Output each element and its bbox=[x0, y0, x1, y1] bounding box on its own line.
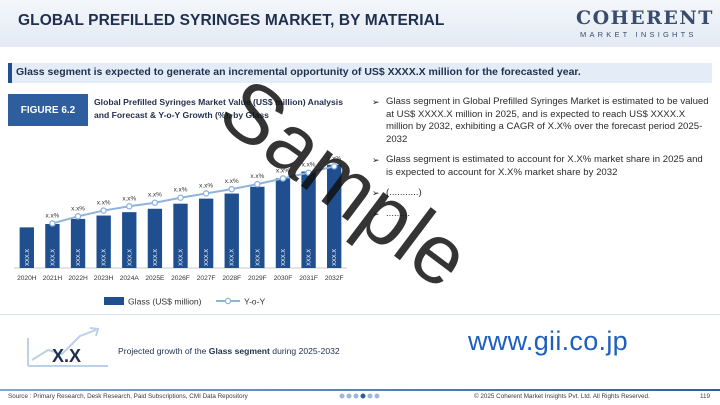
footer-copyright: © 2025 Coherent Market Insights Pvt. Ltd… bbox=[474, 393, 650, 400]
bar-label: XXX.X bbox=[127, 249, 133, 266]
yoy-point bbox=[126, 203, 133, 210]
yoy-label: x.x% bbox=[71, 205, 85, 212]
figure-tag: FIGURE 6.2 bbox=[8, 94, 88, 126]
bar-label: XXX.X bbox=[307, 249, 313, 266]
bar-2029F bbox=[250, 186, 265, 268]
yoy-point bbox=[305, 169, 312, 176]
growth-badge-icon bbox=[27, 327, 108, 367]
yoy-point bbox=[254, 180, 261, 188]
yoy-point bbox=[202, 190, 210, 197]
bar-2020H bbox=[19, 227, 34, 268]
yoy-label: x.x% bbox=[225, 178, 239, 185]
yoy-point bbox=[177, 194, 184, 201]
projection-value: X.X bbox=[52, 346, 82, 366]
x-tick-label: 2024A bbox=[120, 275, 140, 282]
bullet-arrow-icon: ➢ bbox=[372, 208, 380, 219]
x-tick-label: 2023H bbox=[94, 275, 114, 282]
x-tick-label: 2031F bbox=[299, 275, 318, 282]
yoy-line bbox=[52, 165, 335, 225]
bullet-arrow-icon: ➢ bbox=[372, 97, 380, 107]
yoy-point bbox=[151, 199, 159, 206]
bar-2026F bbox=[173, 203, 188, 268]
legend-marker-line bbox=[224, 297, 232, 305]
bar-2023H bbox=[96, 215, 111, 268]
bullet-item: ➢ Glass segment is estimated to account f… bbox=[372, 154, 703, 178]
legend-swatch-bars bbox=[104, 297, 124, 305]
bar-label: XXX.X bbox=[332, 249, 338, 266]
bar-label: XXX.X bbox=[179, 249, 185, 266]
x-tick-label: 2029F bbox=[248, 275, 267, 282]
chart: XXX.X 2020H XXX.X 2021H XXX.X 2022H XXX.X 2023H… bbox=[14, 155, 347, 307]
divider bbox=[0, 314, 720, 315]
bar-label: XXX.X bbox=[255, 249, 261, 266]
yoy-label: x.x% bbox=[174, 187, 188, 194]
x-tick-label: 2026F bbox=[171, 275, 190, 282]
yoy-label: x.x% bbox=[199, 182, 213, 189]
bar-label: XXX.X bbox=[230, 249, 236, 266]
bar-label: XXX.X bbox=[281, 249, 287, 266]
callout-box bbox=[8, 63, 712, 83]
yoy-point bbox=[228, 185, 235, 193]
yoy-label: x.x% bbox=[122, 195, 136, 202]
yoy-label: x.x% bbox=[97, 200, 111, 207]
bar-label: XXX.X bbox=[50, 249, 56, 266]
bar-label: XXX.X bbox=[153, 249, 159, 266]
yoy-point bbox=[74, 213, 82, 220]
yoy-label: x.x% bbox=[148, 192, 162, 199]
yoy-label: x.x% bbox=[45, 212, 59, 219]
bar-2027F bbox=[198, 198, 214, 268]
footer-rule bbox=[0, 389, 720, 391]
bullet-item: ➢ Glass segment in Global Prefilled Syrin… bbox=[372, 96, 709, 145]
bar-2021H bbox=[45, 224, 60, 268]
yoy-label: x.x% bbox=[250, 173, 264, 180]
bullet-arrow-icon: ➢ bbox=[372, 188, 380, 198]
x-tick-label: 2027F bbox=[197, 275, 216, 282]
figure-title: Global Prefilled Syringes Market Value (… bbox=[94, 97, 343, 120]
pagination-dots-icon bbox=[339, 393, 380, 399]
projection-text: Projected growth of the Glass segment du… bbox=[118, 346, 340, 356]
bar-label: XXX.X bbox=[102, 249, 108, 266]
legend-label-bars: Glass (US$ million) bbox=[128, 297, 202, 307]
bullet-item: ➢......... bbox=[372, 207, 410, 219]
footer-source: Source : Primary Research, Desk Research… bbox=[8, 393, 248, 400]
bullet-arrow-icon: ➢ bbox=[372, 155, 380, 165]
bar-label: XXX.X bbox=[76, 249, 82, 266]
bar-2024A bbox=[122, 212, 137, 268]
yoy-point bbox=[330, 163, 338, 170]
x-tick-label: 2021H bbox=[43, 275, 63, 282]
site-watermark: www.gii.co.jp bbox=[468, 326, 628, 356]
yoy-label: x.x% bbox=[302, 162, 316, 169]
logo: COHERENT bbox=[576, 7, 714, 29]
x-tick-label: 2025E bbox=[145, 275, 165, 282]
legend-label-line: Y-o-Y bbox=[244, 297, 265, 307]
yoy-point bbox=[49, 220, 56, 227]
x-tick-label: 2028F bbox=[222, 275, 241, 282]
bar-2031F bbox=[301, 171, 316, 268]
bar-2025E bbox=[147, 208, 163, 268]
page-number: 119 bbox=[700, 393, 711, 400]
callout-text: Glass segment is expected to generate an… bbox=[16, 66, 581, 78]
x-tick-label: 2030F bbox=[274, 275, 293, 282]
x-tick-label: 2020H bbox=[17, 275, 37, 282]
header-bar bbox=[0, 0, 720, 47]
bar-label: XXX.X bbox=[25, 249, 31, 266]
bar-2032F bbox=[327, 164, 342, 268]
bullet-item: ➢ (...........) bbox=[372, 187, 422, 198]
bar-2022H bbox=[70, 218, 86, 268]
bar-label: XXX.X bbox=[204, 249, 210, 266]
bar-2028F bbox=[224, 193, 239, 268]
x-tick-label: 2022H bbox=[68, 275, 88, 282]
yoy-label: x.x% bbox=[327, 155, 341, 162]
yoy-point bbox=[279, 175, 287, 182]
page-title: GLOBAL PREFILLED SYRINGES MARKET, BY MAT… bbox=[18, 12, 445, 29]
bullet-list: ➢ Glass segment in Global Prefilled Syrin… bbox=[372, 96, 710, 228]
yoy-label: x.x% bbox=[276, 167, 290, 174]
x-tick-label: 2032F bbox=[325, 275, 344, 282]
logo-tagline: MARKET INSIGHTS bbox=[580, 30, 697, 39]
yoy-point bbox=[100, 207, 107, 214]
bar-2030F bbox=[275, 178, 291, 268]
